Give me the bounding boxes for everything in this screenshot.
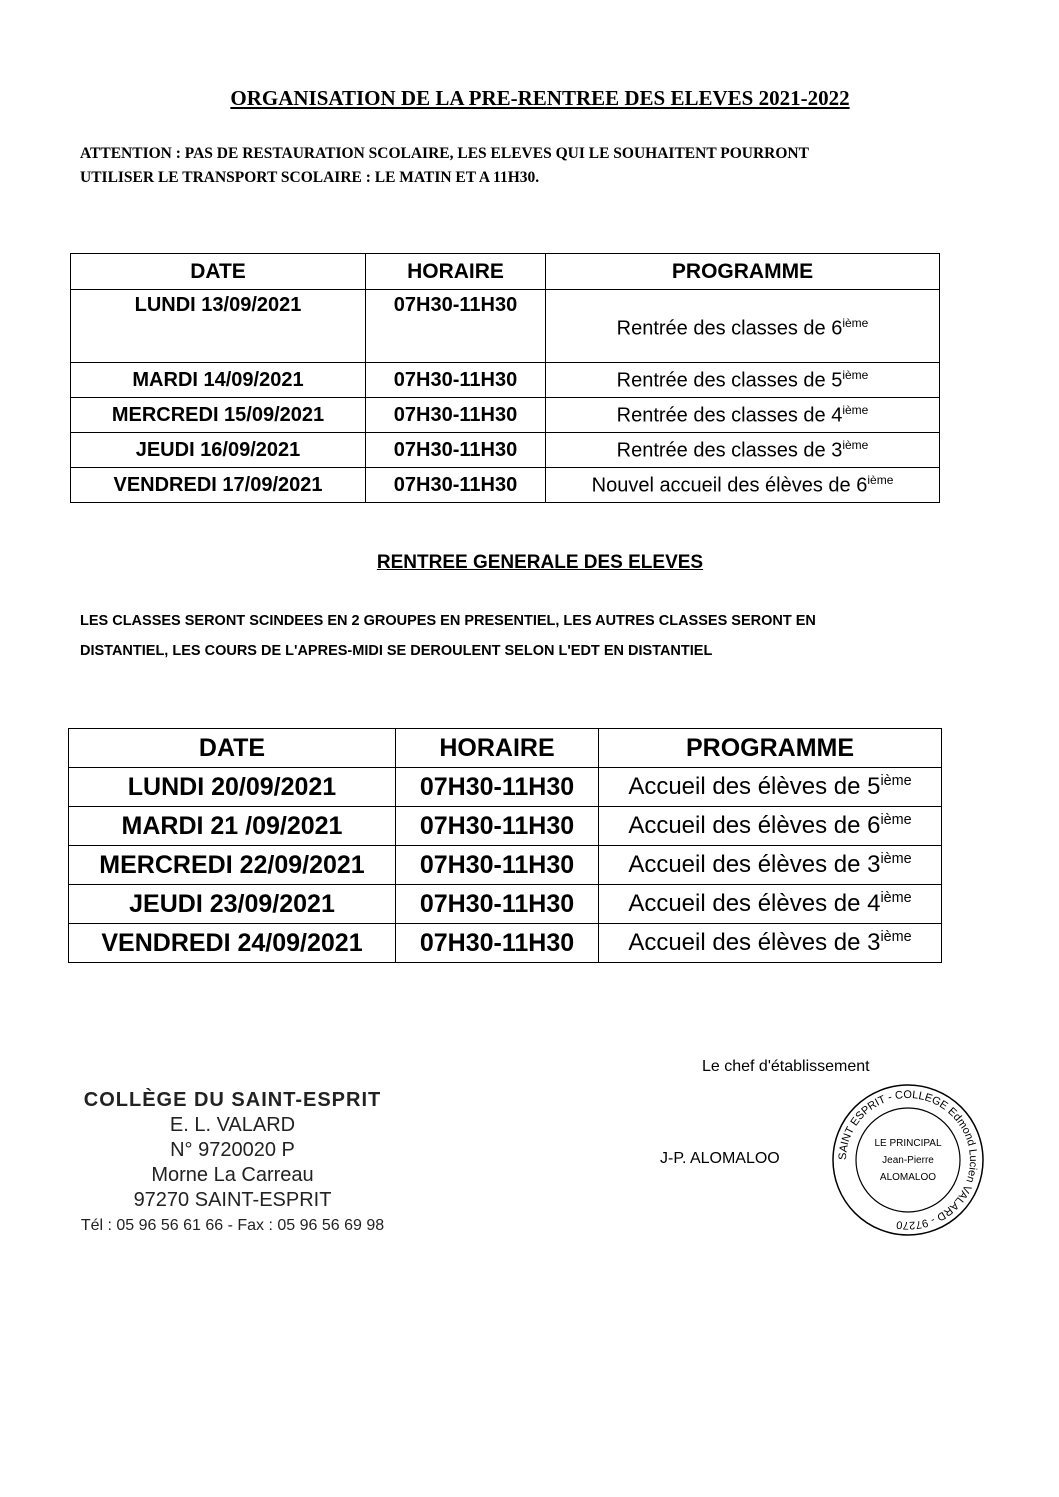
date-cell: VENDREDI 17/09/2021 xyxy=(70,467,366,503)
table-row: MERCREDI 22/09/2021 07H30-11H30 Accueil … xyxy=(68,845,942,885)
school-phone: Tél : 05 96 56 61 66 - Fax : 05 96 56 69… xyxy=(80,1217,385,1234)
school-line: 97270 SAINT-ESPRIT xyxy=(133,1189,332,1211)
signatory-role: Le chef d'établissement xyxy=(702,1058,870,1075)
programme-text: Rentrée des classes de 5 xyxy=(616,369,843,392)
programme-cell: Rentrée des classes de 3ième xyxy=(545,432,940,468)
ordinal-suffix: ième xyxy=(880,929,912,945)
ordinal-suffix: ième xyxy=(867,472,894,487)
table-row: LUNDI 20/09/2021 07H30-11H30 Accueil des… xyxy=(68,767,942,807)
programme-cell: Accueil des élèves de 3ième xyxy=(598,845,942,885)
header-date: DATE xyxy=(70,253,366,290)
header-programme: PROGRAMME xyxy=(545,253,940,290)
pre-rentree-table: DATE HORAIRE PROGRAMME LUNDI 13/09/2021 … xyxy=(70,253,940,503)
table-row: LUNDI 13/09/2021 07H30-11H30 Rentrée des… xyxy=(70,289,940,363)
table-row: MERCREDI 15/09/2021 07H30-11H30 Rentrée … xyxy=(70,397,940,433)
seal-center-line: LE PRINCIPAL xyxy=(874,1138,941,1149)
programme-text: Nouvel accueil des élèves de 6 xyxy=(591,474,868,497)
ordinal-suffix: ième xyxy=(842,315,869,330)
table-row: JEUDI 23/09/2021 07H30-11H30 Accueil des… xyxy=(68,884,942,924)
ordinal-suffix: ième xyxy=(880,812,912,828)
programme-cell: Rentrée des classes de 5ième xyxy=(545,362,940,398)
rentree-generale-table: DATE HORAIRE PROGRAMME LUNDI 20/09/2021 … xyxy=(68,728,942,963)
table-header-row: DATE HORAIRE PROGRAMME xyxy=(68,728,942,768)
seal-center-line: Jean-Pierre xyxy=(882,1155,934,1166)
ordinal-suffix: ième xyxy=(880,851,912,867)
official-seal: SAINT ESPRIT - COLLEGE Edmond Lucien VAL… xyxy=(832,1084,984,1236)
attention-notice: ATTENTION : PAS DE RESTAURATION SCOLAIRE… xyxy=(80,142,1040,190)
programme-text: Accueil des élèves de 5 xyxy=(628,773,881,800)
programme-text: Rentrée des classes de 6 xyxy=(616,317,843,340)
horaire-cell: 07H30-11H30 xyxy=(365,467,546,503)
ordinal-suffix: ième xyxy=(842,437,869,452)
horaire-cell: 07H30-11H30 xyxy=(395,923,599,963)
programme-text: Accueil des élèves de 3 xyxy=(628,851,881,878)
school-line: Morne La Carreau xyxy=(151,1164,314,1186)
horaire-cell: 07H30-11H30 xyxy=(365,289,546,363)
ordinal-suffix: ième xyxy=(842,402,869,417)
table-row: VENDREDI 24/09/2021 07H30-11H30 Accueil … xyxy=(68,923,942,963)
school-name: COLLÈGE DU SAINT-ESPRIT xyxy=(83,1089,382,1111)
table-row: JEUDI 16/09/2021 07H30-11H30 Rentrée des… xyxy=(70,432,940,468)
attention-line: UTILISER LE TRANSPORT SCOLAIRE : LE MATI… xyxy=(80,169,540,186)
date-cell: MARDI 14/09/2021 xyxy=(70,362,366,398)
programme-text: Rentrée des classes de 3 xyxy=(616,439,843,462)
page-title: ORGANISATION DE LA PRE-RENTREE DES ELEVE… xyxy=(230,86,850,110)
horaire-cell: 07H30-11H30 xyxy=(365,397,546,433)
table-header-row: DATE HORAIRE PROGRAMME xyxy=(70,253,940,290)
horaire-cell: 07H30-11H30 xyxy=(395,806,599,846)
programme-cell: Rentrée des classes de 4ième xyxy=(545,397,940,433)
programme-text: Accueil des élèves de 3 xyxy=(628,929,881,956)
horaire-cell: 07H30-11H30 xyxy=(395,845,599,885)
programme-text: Rentrée des classes de 4 xyxy=(616,404,843,427)
programme-cell: Rentrée des classes de 6ième xyxy=(545,289,940,363)
programme-cell: Nouvel accueil des élèves de 6ième xyxy=(545,467,940,503)
signatory-name: J-P. ALOMALOO xyxy=(660,1150,780,1167)
programme-cell: Accueil des élèves de 6ième xyxy=(598,806,942,846)
horaire-cell: 07H30-11H30 xyxy=(395,884,599,924)
ordinal-suffix: ième xyxy=(842,367,869,382)
school-stamp: COLLÈGE DU SAINT-ESPRIT E. L. VALARD N° … xyxy=(60,1088,405,1238)
programme-cell: Accueil des élèves de 3ième xyxy=(598,923,942,963)
programme-text: Accueil des élèves de 4 xyxy=(628,890,881,917)
paragraph-line: DISTANTIEL, LES COURS DE L'APRES-MIDI SE… xyxy=(80,643,713,659)
table-row: VENDREDI 17/09/2021 07H30-11H30 Nouvel a… xyxy=(70,467,940,503)
table-row: MARDI 14/09/2021 07H30-11H30 Rentrée des… xyxy=(70,362,940,398)
header-horaire: HORAIRE xyxy=(395,728,599,768)
ordinal-suffix: ième xyxy=(880,773,912,789)
date-cell: VENDREDI 24/09/2021 xyxy=(68,923,396,963)
horaire-cell: 07H30-11H30 xyxy=(365,362,546,398)
school-line: E. L. VALARD xyxy=(169,1114,296,1136)
paragraph-line: LES CLASSES SERONT SCINDEES EN 2 GROUPES… xyxy=(80,613,816,629)
date-cell: MERCREDI 15/09/2021 xyxy=(70,397,366,433)
section-heading: RENTREE GENERALE DES ELEVES xyxy=(376,552,704,573)
school-line: N° 9720020 P xyxy=(170,1139,295,1161)
date-cell: JEUDI 16/09/2021 xyxy=(70,432,366,468)
attention-line: ATTENTION : PAS DE RESTAURATION SCOLAIRE… xyxy=(80,145,809,162)
programme-text: Accueil des élèves de 6 xyxy=(628,812,881,839)
header-date: DATE xyxy=(68,728,396,768)
header-horaire: HORAIRE xyxy=(365,253,546,290)
horaire-cell: 07H30-11H30 xyxy=(395,767,599,807)
table-row: MARDI 21 /09/2021 07H30-11H30 Accueil de… xyxy=(68,806,942,846)
date-cell: LUNDI 13/09/2021 xyxy=(70,289,366,363)
date-cell: MERCREDI 22/09/2021 xyxy=(68,845,396,885)
horaire-cell: 07H30-11H30 xyxy=(365,432,546,468)
date-cell: JEUDI 23/09/2021 xyxy=(68,884,396,924)
section-paragraph: LES CLASSES SERONT SCINDEES EN 2 GROUPES… xyxy=(80,606,1040,666)
date-cell: LUNDI 20/09/2021 xyxy=(68,767,396,807)
programme-cell: Accueil des élèves de 4ième xyxy=(598,884,942,924)
date-cell: MARDI 21 /09/2021 xyxy=(68,806,396,846)
seal-center-line: ALOMALOO xyxy=(880,1172,936,1183)
ordinal-suffix: ième xyxy=(880,890,912,906)
header-programme: PROGRAMME xyxy=(598,728,942,768)
programme-cell: Accueil des élèves de 5ième xyxy=(598,767,942,807)
